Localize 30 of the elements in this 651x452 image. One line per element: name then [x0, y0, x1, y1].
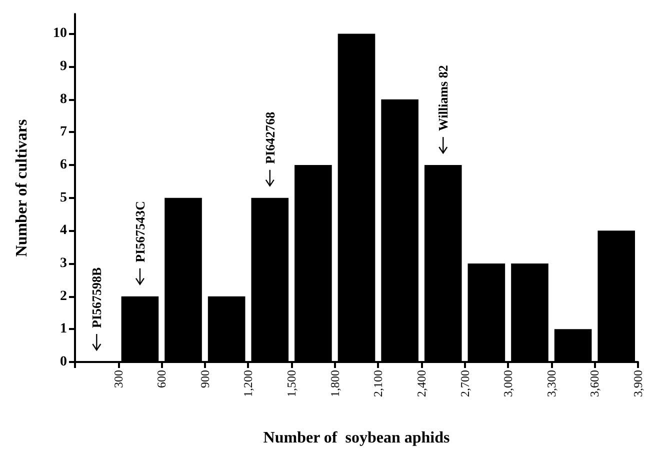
annotation: PI567543C	[132, 200, 148, 262]
annotation: PI567598B	[89, 267, 104, 328]
y-tick-label: 9	[60, 59, 67, 74]
x-tick-label: 300	[111, 370, 126, 388]
y-tick-label: 6	[60, 158, 67, 173]
x-tick-label: 600	[154, 370, 169, 388]
annotation: Williams 82	[436, 65, 451, 132]
y-tick-label: 7	[60, 124, 67, 140]
x-tick-label: 900	[198, 370, 212, 388]
annotation: PI642768	[262, 111, 278, 164]
y-tick-label: 0	[60, 354, 67, 370]
x-tick-label: 3,600	[588, 370, 602, 397]
x-tick-label: 1,800	[328, 370, 342, 397]
y-tick-label: 8	[60, 92, 67, 107]
y-tick-label: 4	[60, 223, 67, 238]
x-tick-label: 2,400	[414, 370, 428, 397]
y-tick-label: 1	[60, 322, 67, 337]
y-tick-label: 3	[60, 256, 67, 272]
y-tick-label: 10	[53, 26, 67, 42]
x-tick-label: 3,900	[631, 370, 645, 397]
x-tick-label: 2,700	[458, 370, 472, 397]
y-tick-label: 5	[60, 190, 67, 206]
x-tick-label: 1,500	[284, 370, 299, 397]
x-tick-label: 3,300	[544, 370, 558, 397]
x-tick-label: 2,100	[371, 370, 386, 397]
x-axis-title: Number of soybean aphids	[263, 430, 450, 446]
y-axis-title: Number of cultivars	[14, 119, 30, 257]
x-tick-label: 1,200	[241, 370, 256, 397]
x-tick-label: 3,000	[501, 370, 516, 397]
y-tick-label: 2	[60, 288, 67, 304]
